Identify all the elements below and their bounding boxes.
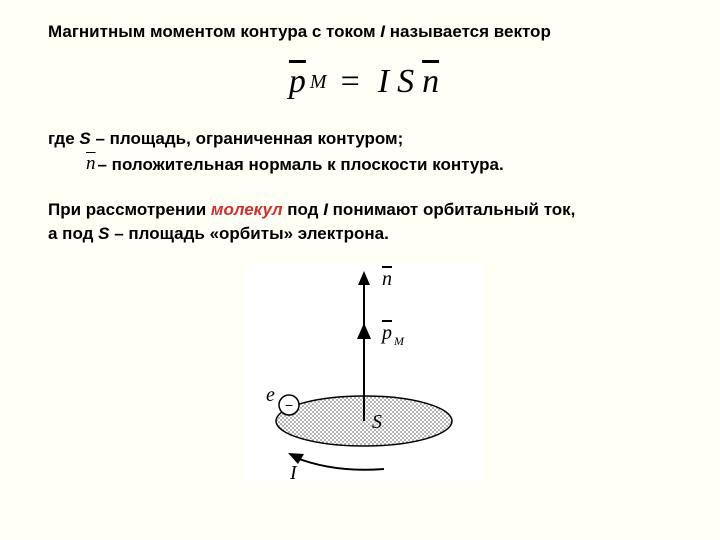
document-body: Магнитным моментом контура с током I наз… (48, 20, 680, 486)
def-line-1: где S – площадь, ограниченная контуром; (48, 127, 680, 151)
def1-S: S (79, 129, 90, 148)
diagram-n-label: n (382, 268, 392, 290)
intro-text-prefix: Магнитным моментом контура с током (48, 22, 380, 41)
def1-prefix: где (48, 129, 79, 148)
magnetic-moment-diagram: n p M − e S I (234, 261, 494, 486)
formula-p: p (285, 58, 310, 106)
p3-e: – площадь «орбиты» электрона. (109, 224, 388, 243)
p3-a: При рассмотрении (48, 200, 211, 219)
p3-molecules: молекул (211, 200, 283, 219)
diagram-p-sub: M (393, 334, 405, 348)
diagram-e-label: e (266, 384, 275, 406)
diagram-I-label: I (289, 462, 298, 484)
formula-I: I (374, 58, 393, 106)
diagram-S-label: S (372, 411, 382, 433)
def1-suffix: – площадь, ограниченная контуром; (91, 129, 404, 148)
intro-line: Магнитным моментом контура с током I наз… (48, 20, 680, 44)
p3-b: под (283, 200, 324, 219)
p3-c: понимают орбитальный ток, (328, 200, 575, 219)
p3-d: а под (48, 224, 98, 243)
def2-text: – положительная нормаль к плоскости конт… (98, 153, 504, 177)
p3-S: S (98, 224, 109, 243)
formula-S: S (393, 58, 418, 106)
formula: pM = I Sn (48, 58, 680, 106)
def-line-2: n – положительная нормаль к плоскости ко… (48, 151, 680, 178)
formula-n: n (418, 58, 443, 106)
molecules-paragraph: При рассмотрении молекул под I понимают … (48, 198, 680, 246)
def2-n: n (86, 151, 96, 178)
formula-equals: = (327, 58, 374, 106)
diagram-container: n p M − e S I (48, 261, 680, 486)
diagram-p-label: p (380, 322, 392, 344)
formula-sub-M: M (310, 68, 327, 96)
definitions-block: где S – площадь, ограниченная контуром; … (48, 127, 680, 177)
diagram-minus: − (285, 397, 293, 413)
intro-text-suffix: называется вектор (385, 22, 551, 41)
